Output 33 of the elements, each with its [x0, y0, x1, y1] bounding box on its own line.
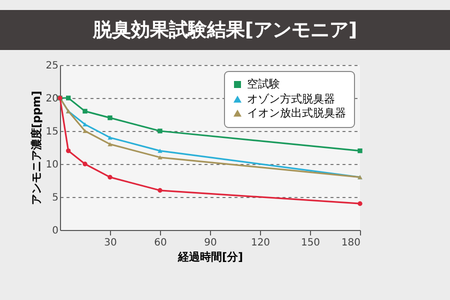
- x-tick-label: 150: [300, 238, 320, 248]
- point: [82, 162, 88, 166]
- y-tick-label: 20: [46, 94, 58, 104]
- point: [108, 115, 112, 120]
- point: [358, 201, 362, 206]
- point: [66, 148, 71, 154]
- x-tick-label: 90: [204, 238, 217, 248]
- y-tick-label: 0: [52, 226, 58, 236]
- point: [66, 96, 71, 100]
- point: [82, 122, 88, 126]
- y-axis-title: アンモニア濃度[ppm]: [30, 90, 43, 206]
- x-tick-label: 120: [250, 238, 270, 248]
- legend-label: オゾン方式脱臭器: [247, 92, 335, 106]
- point: [358, 148, 362, 154]
- y-tick-label: 15: [46, 126, 58, 138]
- legend-label: 空試験: [247, 78, 280, 90]
- x-tick-label: 180: [341, 238, 360, 248]
- x-axis-title: 経過時間[分]: [176, 250, 244, 264]
- point: [82, 128, 88, 134]
- y-tick-label: 5: [52, 192, 58, 204]
- point: [82, 108, 88, 114]
- y-tick-label: 25: [46, 60, 58, 72]
- y-tick-label: 10: [46, 160, 58, 170]
- x-tick-label: 30: [104, 238, 117, 248]
- point: [158, 188, 162, 193]
- point: [158, 128, 162, 134]
- point: [108, 136, 112, 140]
- chart-title: 脱臭効果試験結果[アンモニア]: [0, 10, 450, 50]
- x-tick-label: 60: [154, 238, 167, 248]
- point: [108, 174, 112, 180]
- legend-label: イオン放出式脱臭器: [247, 106, 346, 120]
- point: [158, 148, 162, 153]
- point: [158, 155, 162, 160]
